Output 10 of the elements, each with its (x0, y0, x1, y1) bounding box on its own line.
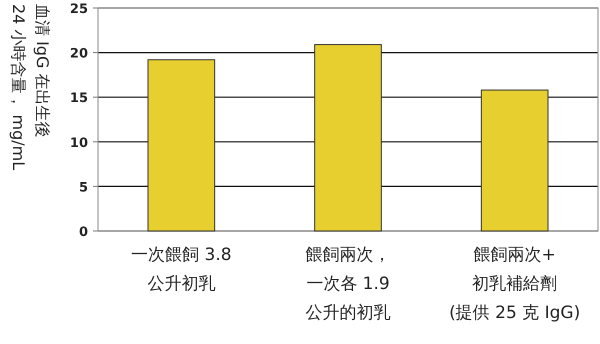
x-tick-label: 一次餵飼 3.8 公升初乳 (130, 244, 233, 296)
x-tick-label: 餵飼兩次，一次各 1.9 公升的初乳 (304, 244, 392, 325)
y-axis-title: 血清 IgG 在出生後 24 小時含量， mg/mL (8, 4, 53, 172)
x-tick-label: 餵飼兩次+ 初乳補給劑 (提供 25 克 IgG) (448, 244, 582, 325)
y-tick-label: 20 (70, 46, 88, 62)
y-tick-label: 10 (70, 136, 88, 151)
y-tick-label: 0 (78, 225, 88, 240)
y-tick-label: 5 (78, 180, 88, 196)
y-tick-label: 25 (70, 2, 88, 17)
y-tick-label: 15 (70, 91, 88, 106)
